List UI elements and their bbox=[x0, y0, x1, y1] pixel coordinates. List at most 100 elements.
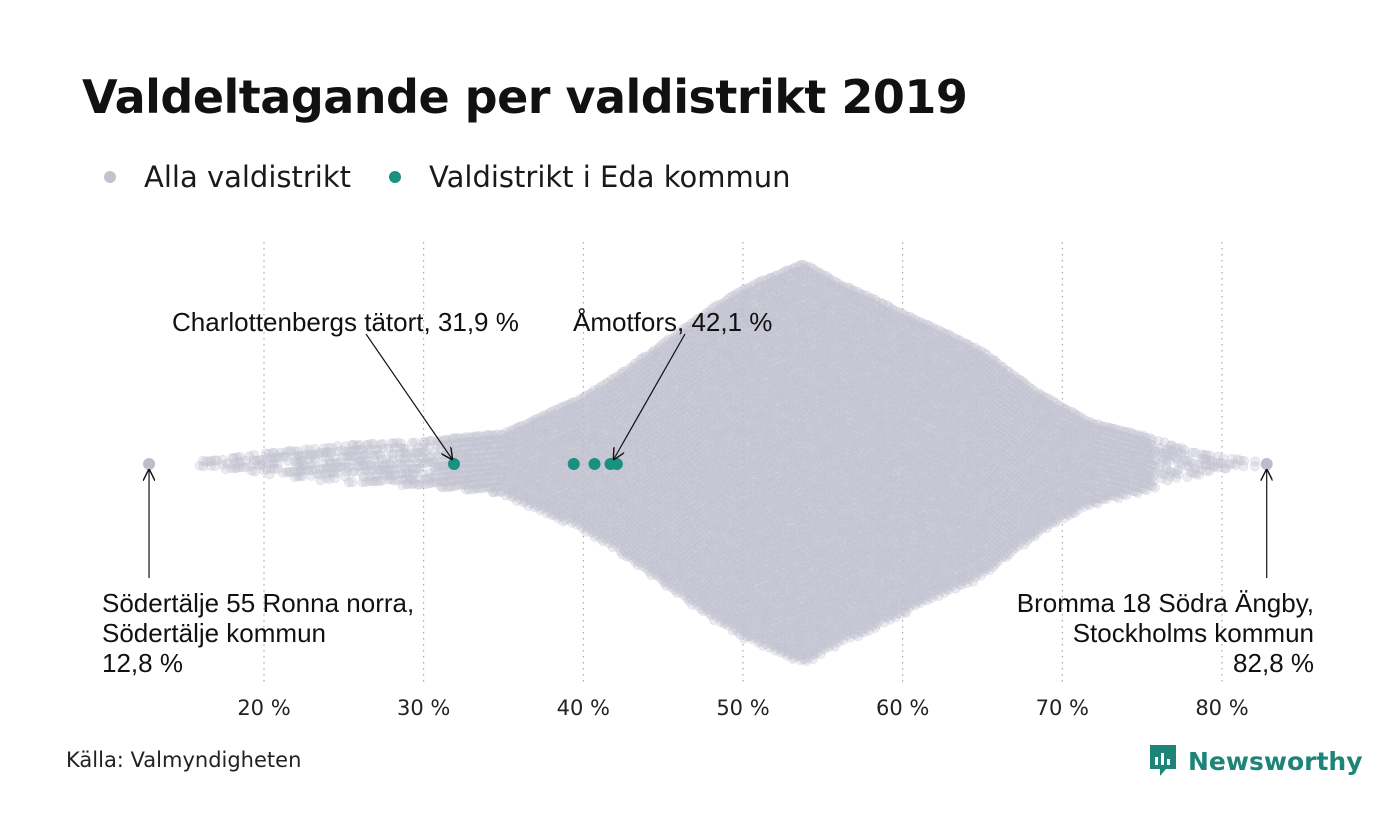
district-point bbox=[226, 463, 237, 474]
district-point bbox=[429, 462, 440, 472]
district-point bbox=[387, 454, 398, 465]
district-point bbox=[293, 456, 303, 467]
district-point bbox=[387, 449, 398, 460]
district-point bbox=[312, 469, 323, 479]
district-point bbox=[258, 465, 269, 476]
district-point bbox=[429, 457, 439, 468]
district-point bbox=[291, 461, 302, 471]
district-point bbox=[324, 474, 335, 485]
district-point bbox=[360, 465, 371, 476]
district-point bbox=[377, 454, 388, 465]
district-point bbox=[454, 433, 465, 444]
district-point bbox=[340, 471, 351, 482]
district-point bbox=[341, 466, 352, 477]
district-point bbox=[441, 466, 452, 477]
district-point bbox=[292, 471, 303, 482]
district-point bbox=[283, 456, 294, 467]
district-point bbox=[415, 453, 426, 463]
district-point bbox=[278, 451, 289, 462]
district-point bbox=[230, 463, 240, 474]
district-point bbox=[418, 437, 429, 447]
district-point bbox=[257, 454, 268, 465]
district-point bbox=[411, 457, 422, 468]
district-point bbox=[341, 451, 352, 462]
district-point bbox=[261, 453, 272, 464]
district-point bbox=[220, 464, 231, 474]
district-point bbox=[370, 461, 380, 471]
district-point bbox=[293, 450, 304, 461]
legend-item-all: Alla valdistrikt bbox=[104, 160, 351, 194]
district-point bbox=[381, 453, 392, 464]
district-point bbox=[281, 467, 292, 477]
district-point bbox=[418, 453, 429, 463]
district-point bbox=[384, 459, 395, 469]
district-point bbox=[375, 465, 385, 475]
district-point bbox=[289, 472, 300, 483]
district-point bbox=[389, 443, 400, 453]
district-point bbox=[424, 468, 435, 479]
district-point bbox=[234, 451, 245, 462]
district-point bbox=[429, 476, 440, 487]
district-point bbox=[301, 465, 312, 475]
district-point bbox=[420, 446, 431, 457]
district-point bbox=[384, 474, 395, 485]
district-point bbox=[406, 452, 417, 463]
district-point bbox=[377, 475, 388, 486]
district-point bbox=[444, 435, 454, 445]
district-point bbox=[420, 437, 431, 447]
district-point bbox=[267, 459, 277, 470]
district-point bbox=[349, 440, 359, 450]
district-point bbox=[280, 451, 291, 462]
district-point bbox=[320, 468, 331, 479]
district-point bbox=[272, 458, 283, 469]
district-point bbox=[366, 460, 376, 470]
district-point bbox=[303, 465, 314, 476]
district-point bbox=[332, 457, 343, 468]
district-point bbox=[452, 438, 463, 449]
district-point bbox=[446, 475, 457, 486]
district-point bbox=[426, 435, 437, 446]
district-point bbox=[306, 449, 317, 460]
district-point bbox=[398, 443, 409, 454]
district-point bbox=[246, 465, 257, 476]
district-point bbox=[327, 463, 338, 473]
district-point bbox=[408, 474, 419, 485]
district-point bbox=[364, 475, 375, 486]
district-point bbox=[267, 447, 278, 458]
district-point bbox=[400, 448, 411, 459]
district-point bbox=[417, 478, 428, 489]
district-point bbox=[280, 447, 291, 457]
district-point bbox=[354, 445, 365, 455]
district-point bbox=[363, 439, 374, 450]
district-point bbox=[450, 481, 461, 491]
district-point bbox=[421, 458, 432, 468]
district-point bbox=[401, 453, 411, 464]
district-point bbox=[438, 465, 449, 476]
district-point bbox=[217, 454, 228, 465]
district-point bbox=[429, 446, 440, 457]
district-point bbox=[206, 460, 216, 471]
district-point bbox=[355, 456, 365, 466]
district-point bbox=[400, 474, 411, 484]
district-point bbox=[360, 455, 371, 466]
district-point bbox=[386, 459, 396, 469]
district-point bbox=[268, 458, 279, 468]
district-point bbox=[412, 464, 422, 474]
district-point bbox=[360, 460, 371, 471]
district-point bbox=[232, 452, 243, 463]
district-point bbox=[395, 458, 406, 469]
district-point bbox=[206, 456, 217, 467]
district-point bbox=[424, 473, 434, 484]
district-point bbox=[252, 459, 263, 470]
district-point bbox=[332, 441, 343, 452]
district-point bbox=[377, 438, 388, 449]
district-point bbox=[320, 447, 331, 458]
district-point bbox=[306, 460, 316, 470]
district-point bbox=[411, 447, 422, 458]
district-point bbox=[249, 466, 260, 477]
district-point bbox=[357, 477, 368, 487]
district-point bbox=[452, 432, 463, 443]
district-point bbox=[315, 475, 326, 486]
district-point bbox=[337, 445, 348, 456]
